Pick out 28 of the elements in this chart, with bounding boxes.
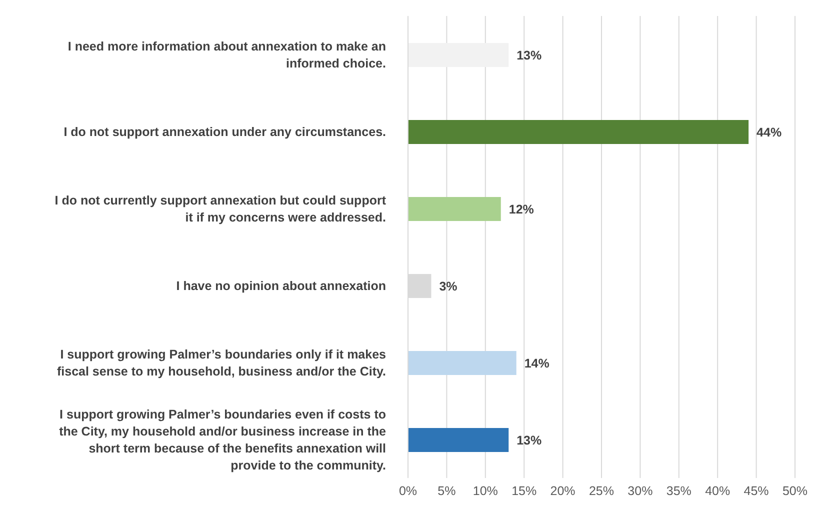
y-tick-label: I support growing Palmer’s boundaries even if costs to the City, my household and/or business increase in the short term because of the benefits annexation will provide to the community. (59, 407, 386, 472)
y-tick-label: I have no opinion about annexation (176, 278, 386, 293)
bar (408, 197, 501, 221)
data-label: 13% (516, 433, 542, 448)
data-label: 3% (439, 279, 458, 294)
bar (408, 428, 509, 452)
bar (408, 351, 516, 375)
bar (408, 120, 749, 144)
data-label: 12% (508, 202, 534, 216)
y-tick-label: I support growing Palmer’s boundaries only if it makes fiscal sense to my household, business and/or the City. (56, 347, 386, 378)
x-tick-label: 35% (666, 484, 692, 498)
y-tick-label: I do not currently support annexation but could support it if my concerns were addressed. (54, 193, 387, 224)
x-tick-label: 40% (705, 484, 730, 498)
data-label: 13% (516, 48, 542, 62)
bar (408, 43, 509, 67)
x-tick-label: 50% (782, 484, 808, 498)
x-tick-label: 25% (588, 484, 614, 498)
y-tick-label: I need more information about annexation to make an informed choice. (68, 39, 386, 70)
x-tick-label: 30% (628, 484, 653, 498)
y-tick-label: I do not support annexation under any circumstances. (64, 124, 386, 139)
data-label: 44% (756, 125, 782, 140)
data-label: 14% (524, 356, 550, 370)
x-tick-label: 5% (438, 484, 456, 498)
x-tick-label: 15% (512, 484, 537, 498)
x-tick-label: 20% (550, 484, 576, 498)
x-tick-label: 10% (472, 484, 498, 498)
x-tick-label: 0% (398, 484, 418, 498)
x-tick-label: 45% (744, 484, 769, 498)
